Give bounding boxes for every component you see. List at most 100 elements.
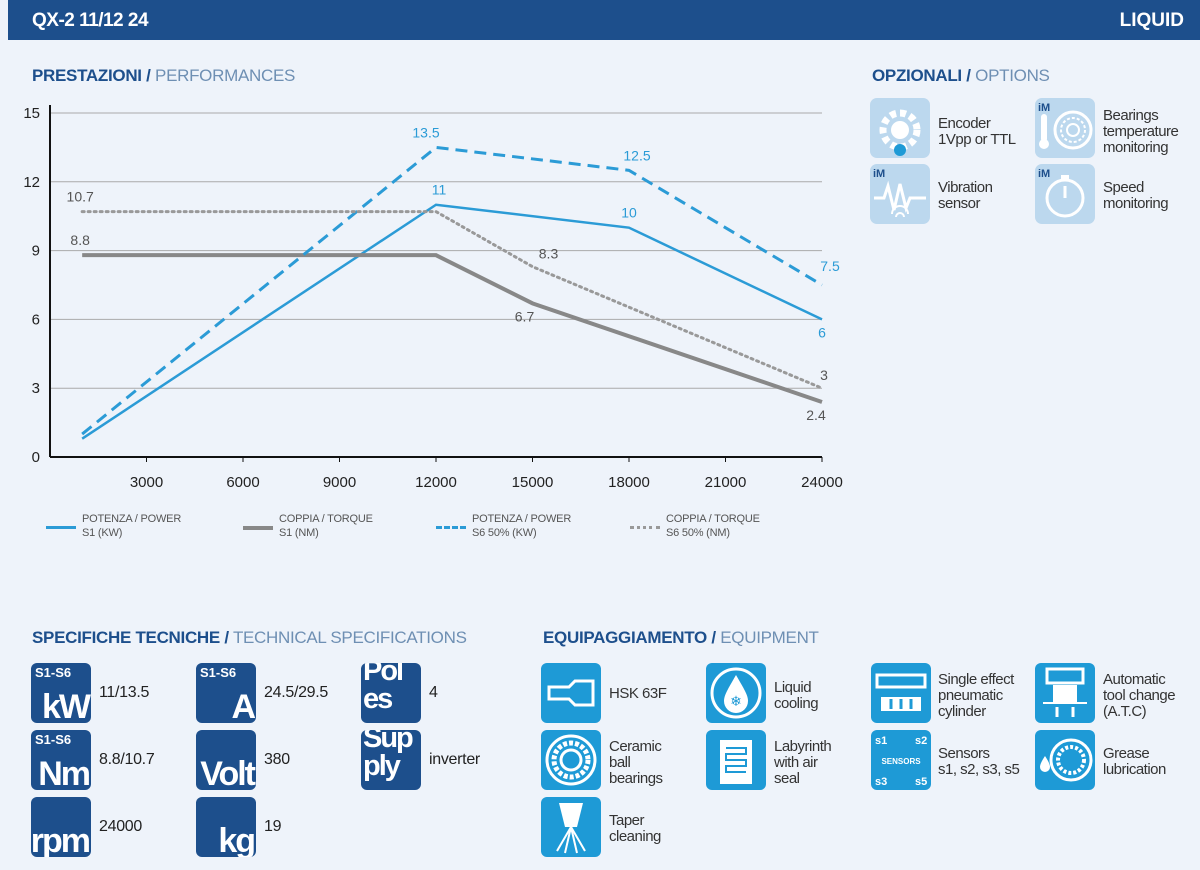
x-tick-label: 3000 <box>130 474 163 491</box>
spec-value-power: 11/13.5 <box>99 684 150 701</box>
sensor-tag-sensors: SENSORS <box>881 757 921 766</box>
data-label: 7.5 <box>820 258 840 274</box>
specs-title-en: TECHNICAL SPECIFICATIONS <box>232 628 467 647</box>
spec-tile-power: S1-S6 kW <box>31 663 91 723</box>
data-label: 8.3 <box>539 246 559 262</box>
sensor-tag-s2: s2 <box>915 735 927 747</box>
legend-label-torque-s1: COPPIA / TORQUE S1 (NM) <box>279 513 373 539</box>
legend-item-power-s1: POTENZA / POWER S1 (KW) <box>46 512 181 540</box>
spec-tile-supply: Sup ply <box>361 730 421 790</box>
data-label: 8.8 <box>70 232 90 248</box>
legend-label-power-s1: POTENZA / POWER S1 (KW) <box>82 513 182 539</box>
model-name: QX-2 11/12 24 <box>32 10 149 31</box>
header-bar: QX-2 11/12 24 LIQUID <box>8 0 1200 40</box>
equipment-label-ceramic-bearings: Ceramic ball bearings <box>609 738 663 787</box>
performances-title-sep: / <box>146 66 151 85</box>
legend-swatch-power-s1 <box>46 526 76 529</box>
equipment-title-en: EQUIPMENT <box>720 628 819 647</box>
options-title: OPZIONALI / OPTIONS <box>872 66 1050 86</box>
spec-unit: Pol es <box>363 663 404 715</box>
options-title-it: OPZIONALI <box>872 66 962 85</box>
sensor-tag-s5: s5 <box>915 776 927 788</box>
option-badge-vibration: iM <box>873 168 885 180</box>
spec-unit: A <box>231 688 256 723</box>
options-title-sep: / <box>966 66 971 85</box>
data-label: 13.5 <box>412 124 439 140</box>
svg-text:❄: ❄ <box>730 693 742 709</box>
specs-title-it: SPECIFICHE TECNICHE <box>32 628 220 647</box>
x-tick-label: 6000 <box>226 474 259 491</box>
ceramic-bearings-icon <box>541 730 601 790</box>
spec-unit: kg <box>218 822 256 857</box>
tool-change-icon <box>1035 663 1095 723</box>
grease-lubrication-icon <box>1035 730 1095 790</box>
legend-label-power-s6: POTENZA / POWER S6 50% (KW) <box>472 513 572 539</box>
series-line-3 <box>80 210 824 390</box>
equipment-label-hsk: HSK 63F <box>609 685 667 702</box>
series-line-1 <box>82 253 823 404</box>
legend-item-torque-s1: COPPIA / TORQUE S1 (NM) <box>243 512 373 540</box>
y-tick-label: 6 <box>32 311 40 328</box>
option-label-encoder: Encoder 1Vpp or TTL <box>938 115 1016 148</box>
spec-tile-voltage: Volt <box>196 730 256 790</box>
option-label-speed: Speed monitoring <box>1103 179 1169 212</box>
cooling-type: LIQUID <box>1119 10 1184 31</box>
equipment-title-sep: / <box>711 628 716 647</box>
sensor-tag-s3: s3 <box>875 776 887 788</box>
legend-swatch-torque-s1 <box>243 526 273 530</box>
performance-chart: 0 3 6 9 12 15 3000 6000 9000 12000 15000 18000 21000… <box>23 105 843 491</box>
spec-value-poles: 4 <box>429 684 438 701</box>
spec-value-weight: 19 <box>264 818 282 835</box>
x-tick-label: 24000 <box>801 474 843 491</box>
vibration-sensor-icon: iM <box>870 164 930 224</box>
y-tick-label: 0 <box>32 449 40 466</box>
spec-value-voltage: 380 <box>264 751 290 768</box>
performances-title: PRESTAZIONI / PERFORMANCES <box>32 66 295 86</box>
equipment-title: EQUIPAGGIAMENTO / EQUIPMENT <box>543 628 819 648</box>
data-label: 6.7 <box>515 308 535 324</box>
equipment-label-tool-change: Automatic tool change (A.T.C) <box>1103 671 1176 720</box>
legend-label-torque-s6: COPPIA / TORQUE S6 50% (NM) <box>666 513 760 539</box>
y-tick-label: 15 <box>23 105 40 122</box>
hsk-icon <box>541 663 601 723</box>
option-label-vibration: Vibration sensor <box>938 179 993 212</box>
data-label: 3 <box>820 367 828 383</box>
data-label: 2.4 <box>806 407 826 423</box>
legend-item-torque-s6: COPPIA / TORQUE S6 50% (NM) <box>630 512 760 540</box>
equipment-label-grease-lubrication: Grease lubrication <box>1103 745 1166 778</box>
pneumatic-cylinder-icon <box>871 663 931 723</box>
equipment-label-liquid-cooling: Liquid cooling <box>774 679 819 712</box>
specs-title-sep: / <box>224 628 229 647</box>
legend-swatch-power-s6 <box>436 526 466 529</box>
equipment-title-it: EQUIPAGGIAMENTO <box>543 628 707 647</box>
spec-tile-current: S1-S6 A <box>196 663 256 723</box>
options-title-en: OPTIONS <box>975 66 1050 85</box>
specs-title: SPECIFICHE TECNICHE / TECHNICAL SPECIFIC… <box>32 628 467 648</box>
sensor-tag-s1: s1 <box>875 735 887 747</box>
spec-value-current: 24.5/29.5 <box>264 684 329 701</box>
equipment-label-labyrinth-seal: Labyrinth with air seal <box>774 738 832 787</box>
spec-value-supply: inverter <box>429 751 480 768</box>
option-badge-speed: iM <box>1038 168 1050 180</box>
series-line-2 <box>81 145 823 436</box>
equipment-label-pneumatic-cylinder: Single effect pneumatic cylinder <box>938 671 1014 720</box>
y-tick-label: 12 <box>23 174 40 191</box>
spec-tile-weight: kg <box>196 797 256 857</box>
spec-unit: Volt <box>200 755 256 790</box>
data-label: 10.7 <box>67 189 94 205</box>
taper-cleaning-icon <box>541 797 601 857</box>
sensors-icon: s1 s2 SENSORS s3 s5 <box>871 730 931 790</box>
spec-tag: S1-S6 <box>35 665 72 680</box>
spec-value-torque: 8.8/10.7 <box>99 751 155 768</box>
legend-item-power-s6: POTENZA / POWER S6 50% (KW) <box>436 512 571 540</box>
spec-tag: S1-S6 <box>35 732 72 747</box>
x-tick-label: 12000 <box>415 474 457 491</box>
y-tick-label: 9 <box>32 243 40 260</box>
option-label-bearings-temperature: Bearings temperature monitoring <box>1103 107 1179 156</box>
labyrinth-seal-icon <box>706 730 766 790</box>
performances-title-it: PRESTAZIONI <box>32 66 142 85</box>
spec-tile-speed: rpm <box>31 797 91 857</box>
bearings-temperature-icon: iM <box>1035 98 1095 158</box>
spec-tile-torque: S1-S6 Nm <box>31 730 91 790</box>
encoder-icon <box>870 98 930 158</box>
